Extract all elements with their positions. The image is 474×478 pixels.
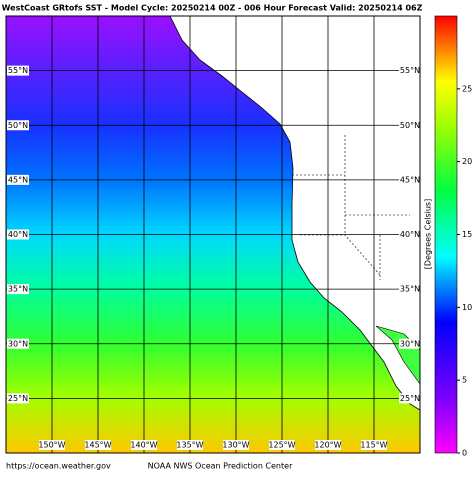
label-bg [177,440,203,450]
label-bg [7,338,29,349]
label-bg [399,65,421,76]
lat-label: 45°N [400,175,420,184]
label-bg [399,174,421,185]
label-bg [7,174,29,185]
lat-label: 45°N [8,175,28,184]
label-bg [315,440,341,450]
colorbar-tick-label: 25 [462,84,472,93]
lat-label: 55°N [8,66,28,75]
borders [292,135,410,280]
colorbar-tick-label: 5 [462,376,467,385]
lat-label: 30°N [400,339,420,348]
label-bg [7,65,29,76]
lat-label: 50°N [400,121,420,130]
label-bg [361,440,387,450]
colorbar [434,15,458,454]
colorbar-tick-label: 20 [462,157,472,166]
footer-center: NOAA NWS Ocean Prediction Center [148,462,293,471]
lon-label: 140°W [130,441,157,450]
label-bg [399,284,421,295]
lat-label: 40°N [8,230,28,239]
lon-label: 145°W [84,441,111,450]
lon-label: 120°W [314,441,341,450]
label-bg [269,440,295,450]
lon-label: 115°W [360,441,387,450]
label-bg [399,229,421,240]
lon-label: 125°W [268,441,295,450]
lat-label: 25°N [8,394,28,403]
colorbar-tick-label: 0 [462,449,467,458]
map-frame [5,15,421,454]
land [169,15,421,411]
label-bg [399,393,421,404]
footer-left: https://ocean.weather.gov [6,462,111,471]
label-bg [399,338,421,349]
label-bg [39,440,65,450]
lat-label: 50°N [8,121,28,130]
colorbar-label: [Degrees Celsius] [424,199,433,269]
lat-label: 30°N [8,339,28,348]
graticule: 55°N 55°N 50°N 50°N 45°N 45°N 40°N 40°N 35°N 35°N… [6,16,421,453]
lon-label: 130°W [222,441,249,450]
lat-label: 25°N [400,394,420,403]
label-bg [7,393,29,404]
colorbar-tick-label: 15 [462,230,472,239]
lon-label: 150°W [38,441,65,450]
lat-label: 35°N [8,285,28,294]
label-bg [399,120,421,131]
label-bg [131,440,157,450]
label-bg [85,440,111,450]
lat-label: 40°N [400,230,420,239]
label-bg [7,229,29,240]
label-bg [223,440,249,450]
colorbar-tick-label: 10 [462,303,472,312]
label-bg [7,120,29,131]
lon-label: 135°W [176,441,203,450]
label-bg [7,284,29,295]
lat-label: 35°N [400,285,420,294]
lat-label: 55°N [400,66,420,75]
title: WestCoast GRtofs SST - Model Cycle: 2025… [2,4,423,13]
